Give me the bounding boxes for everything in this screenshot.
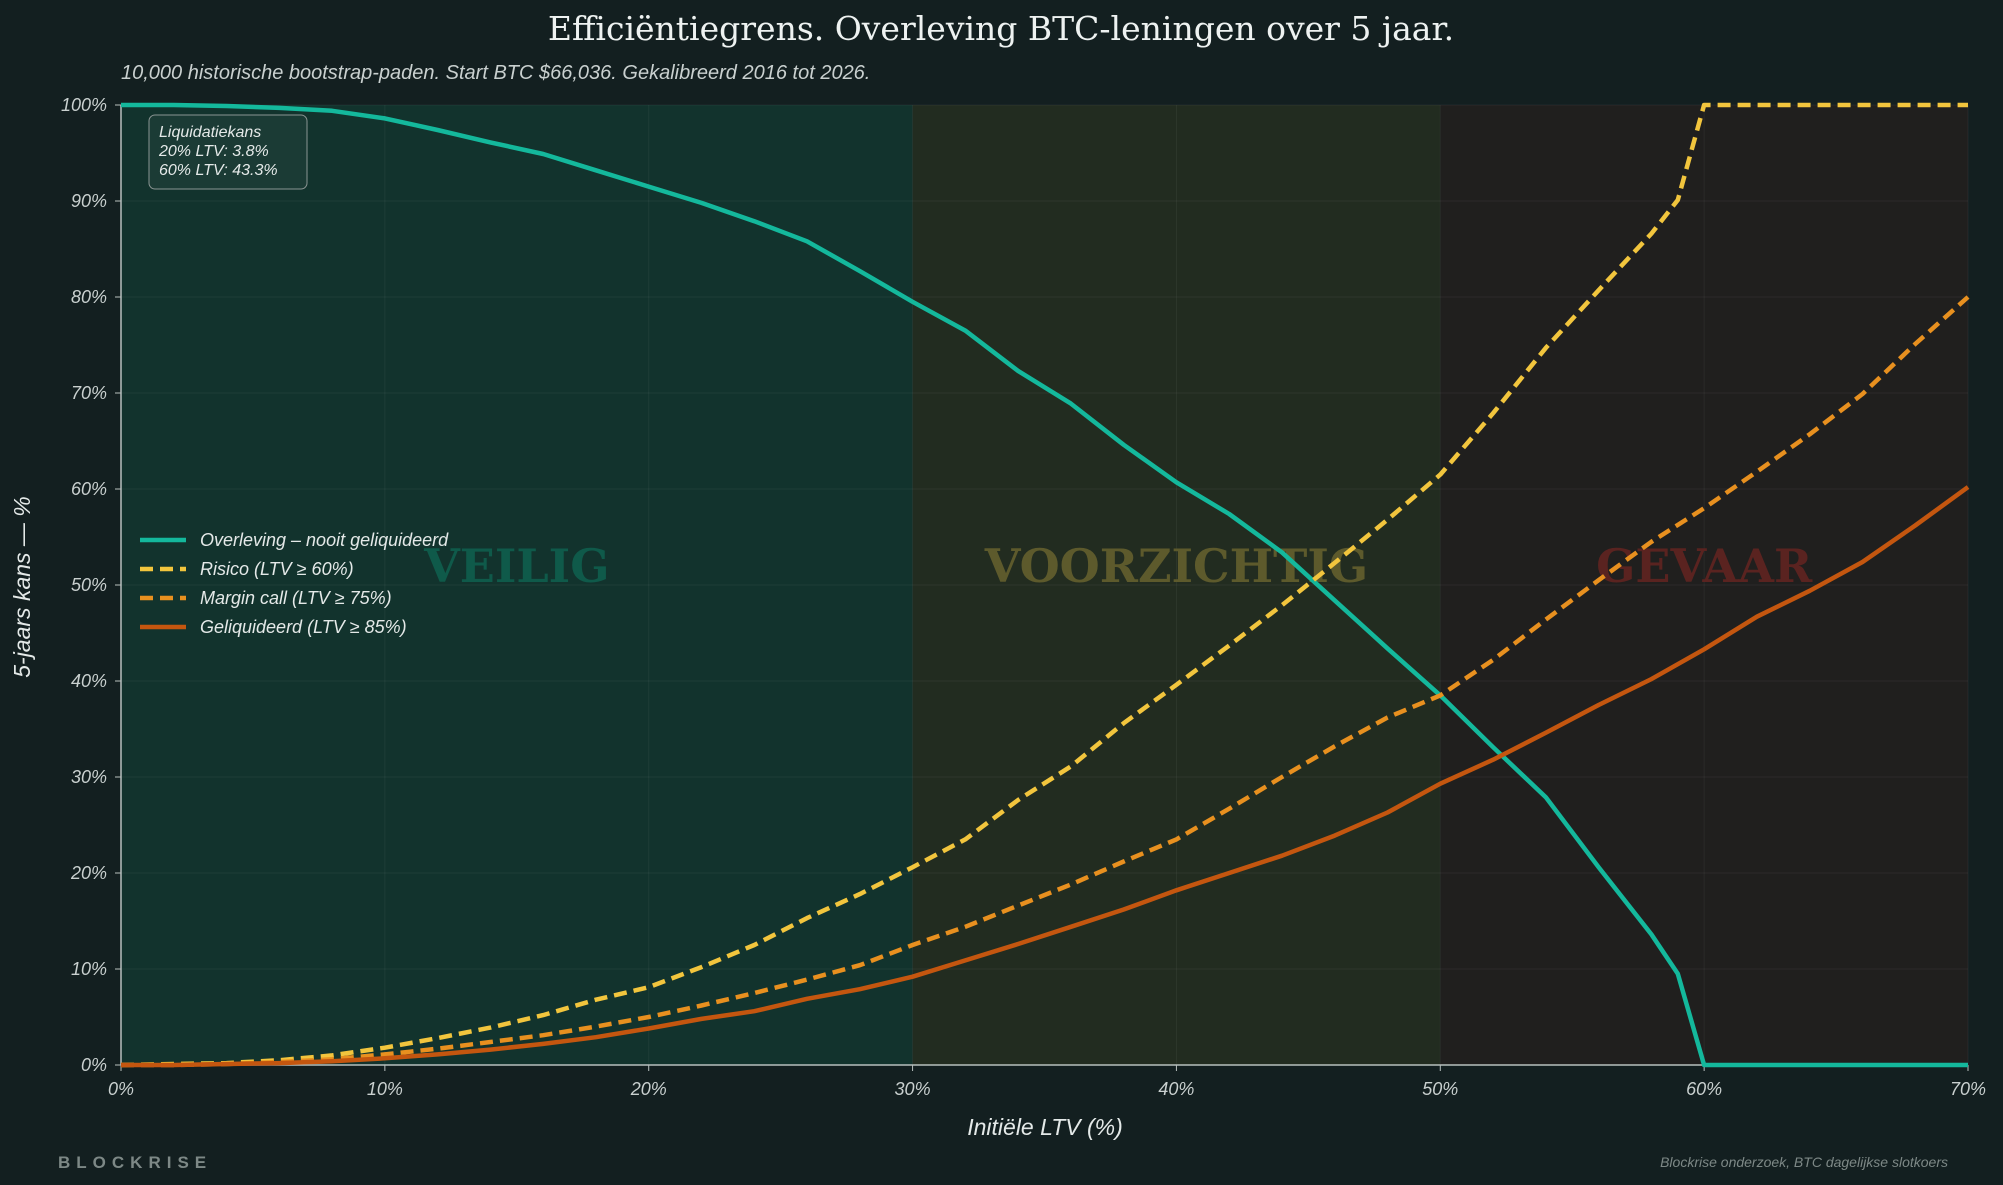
legend-label-margin-call-ltv-75: Margin call (LTV ≥ 75%) <box>200 588 392 608</box>
risk-zones <box>121 105 1968 1065</box>
zone-labels: VEILIG VOORZICHTIG GEVAAR <box>423 539 1813 593</box>
y-tick-label: 0% <box>81 1055 107 1075</box>
data-series <box>120 102 1970 1068</box>
legend-label-geliquideerd-ltv-85: Geliquideerd (LTV ≥ 85%) <box>200 617 407 637</box>
series-line-overleving-nooit-geliquideerd <box>121 102 1968 1068</box>
chart-subtitle: 10,000 historische bootstrap-paden. Star… <box>121 62 870 84</box>
x-tick-label: 0% <box>108 1079 134 1099</box>
x-tick-label: 70% <box>1950 1079 1986 1099</box>
annotation-line-20ltv: 20% LTV: 3.8% <box>158 143 269 160</box>
x-tick-label: 40% <box>1158 1079 1194 1099</box>
liquidation-annotation-box: Liquidatiekans 20% LTV: 3.8% 60% LTV: 43… <box>148 114 308 190</box>
y-tick-label: 40% <box>71 671 107 691</box>
series-line-risico-ltv-60 <box>120 102 1968 1068</box>
zone-label-gevaar: GEVAAR <box>1596 539 1813 593</box>
zone-label-veilig: VEILIG <box>423 539 609 593</box>
axes: 0% 10% 20% 30% 40% 50% 60% 70% 80% 90% 100% 0% 10% 20… <box>61 95 1986 1099</box>
annotation-title: Liquidatiekans <box>159 124 261 141</box>
annotation-frame <box>148 114 308 190</box>
y-tick-label: 100% <box>61 95 107 115</box>
series-line-margin-call-ltv-75 <box>121 295 1970 1068</box>
grid-lines <box>120 104 1969 1066</box>
brand-logo-text: BLOCKRISE <box>58 1153 212 1172</box>
y-tick-label: 90% <box>71 191 107 211</box>
x-tick-label: 50% <box>1422 1079 1458 1099</box>
y-tick-label: 20% <box>70 863 107 883</box>
y-axis-label: 5-jaars kans — % <box>9 496 35 678</box>
zone-veilig <box>121 105 913 1065</box>
y-tick-label: 70% <box>71 383 107 403</box>
x-tick-label: 10% <box>367 1079 403 1099</box>
zone-label-voorzichtig: VOORZICHTIG <box>984 539 1368 593</box>
x-tick-label: 20% <box>630 1079 667 1099</box>
x-tick-label: 30% <box>895 1079 931 1099</box>
annotation-line-60ltv: 60% LTV: 43.3% <box>159 162 278 179</box>
zone-voorzichtig <box>912 105 1441 1065</box>
x-axis-label: Initiële LTV (%) <box>967 1114 1123 1140</box>
series-line-geliquideerd-ltv-85 <box>121 485 1970 1068</box>
legend: Overleving – nooit geliquideerd Risico (L… <box>140 530 449 637</box>
source-note: Blockrise onderzoek, BTC dagelijkse slot… <box>1660 1154 1948 1170</box>
y-tick-label: 30% <box>71 767 107 787</box>
y-tick-label: 80% <box>71 287 107 307</box>
y-tick-label: 60% <box>71 479 107 499</box>
chart-title: Efficiëntiegrens. Overleving BTC-leninge… <box>548 9 1454 48</box>
zone-gevaar <box>1440 105 1968 1065</box>
x-tick-label: 60% <box>1686 1079 1722 1099</box>
y-tick-label: 10% <box>71 959 107 979</box>
legend-label-risico-ltv-60: Risico (LTV ≥ 60%) <box>200 559 354 579</box>
y-tick-label: 50% <box>71 575 107 595</box>
legend-label-overleving-nooit-geliquideerd: Overleving – nooit geliquideerd <box>200 530 449 550</box>
